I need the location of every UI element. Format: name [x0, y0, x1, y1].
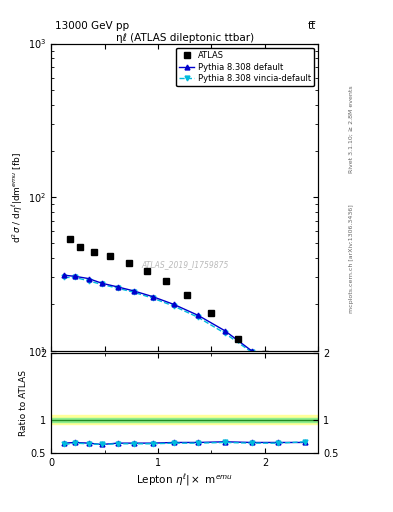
Pythia 8.308 vincia-default	[222, 330, 227, 336]
Line: Pythia 8.308 default: Pythia 8.308 default	[62, 273, 307, 393]
Pythia 8.308 vincia-default	[132, 289, 136, 295]
Pythia 8.308 vincia-default	[172, 303, 176, 309]
ATLAS	[163, 278, 168, 284]
ATLAS	[185, 292, 190, 298]
Pythia 8.308 default	[172, 302, 176, 308]
Text: tt̅: tt̅	[308, 20, 316, 31]
ATLAS	[78, 244, 83, 250]
Text: 13000 GeV pp: 13000 GeV pp	[55, 20, 129, 31]
ATLAS	[289, 382, 294, 388]
Pythia 8.308 vincia-default	[86, 278, 91, 284]
Pythia 8.308 vincia-default	[73, 274, 77, 281]
Pythia 8.308 default	[62, 272, 67, 279]
Pythia 8.308 default	[196, 312, 200, 318]
ATLAS	[236, 335, 241, 342]
Pythia 8.308 default	[222, 328, 227, 334]
ATLAS	[263, 351, 267, 357]
Pythia 8.308 default	[73, 273, 77, 280]
Y-axis label: d$^2\sigma$ / d$\eta^\ell$|dm$^{emu}$ [fb]: d$^2\sigma$ / d$\eta^\ell$|dm$^{emu}$ [f…	[11, 152, 25, 243]
X-axis label: Lepton $\eta^\ell$$|\times$ m$^{emu}$: Lepton $\eta^\ell$$|\times$ m$^{emu}$	[136, 472, 233, 488]
Pythia 8.308 vincia-default	[196, 314, 200, 321]
Text: Rivet 3.1.10; ≥ 2.8M events: Rivet 3.1.10; ≥ 2.8M events	[349, 86, 354, 174]
ATLAS	[108, 253, 112, 259]
ATLAS	[68, 237, 72, 243]
ATLAS	[209, 310, 214, 316]
Pythia 8.308 default	[150, 293, 155, 300]
Line: Pythia 8.308 vincia-default: Pythia 8.308 vincia-default	[62, 275, 307, 395]
Pythia 8.308 default	[276, 367, 281, 373]
Pythia 8.308 default	[249, 348, 254, 354]
Pythia 8.308 vincia-default	[249, 349, 254, 355]
Pythia 8.308 vincia-default	[150, 295, 155, 301]
ATLAS	[92, 249, 96, 255]
Bar	[51, 415, 318, 424]
Line: ATLAS: ATLAS	[67, 237, 295, 388]
Pythia 8.308 vincia-default	[99, 282, 104, 288]
Legend: ATLAS, Pythia 8.308 default, Pythia 8.308 vincia-default: ATLAS, Pythia 8.308 default, Pythia 8.30…	[176, 48, 314, 87]
Pythia 8.308 vincia-default	[116, 285, 120, 291]
Pythia 8.308 default	[132, 288, 136, 294]
Y-axis label: Ratio to ATLAS: Ratio to ATLAS	[19, 370, 28, 436]
Text: mcplots.cern.ch [arXiv:1306.3436]: mcplots.cern.ch [arXiv:1306.3436]	[349, 204, 354, 313]
ATLAS	[145, 268, 150, 274]
Pythia 8.308 default	[303, 388, 307, 394]
Pythia 8.308 vincia-default	[276, 369, 281, 375]
Text: ηℓ (ATLAS dileptonic ttbar): ηℓ (ATLAS dileptonic ttbar)	[116, 33, 254, 43]
Bar	[51, 417, 318, 422]
Text: ATLAS_2019_I1759875: ATLAS_2019_I1759875	[141, 260, 228, 269]
Pythia 8.308 default	[116, 284, 120, 290]
ATLAS	[126, 261, 131, 267]
Pythia 8.308 vincia-default	[303, 390, 307, 396]
Pythia 8.308 default	[99, 280, 104, 286]
Pythia 8.308 vincia-default	[62, 274, 67, 281]
Pythia 8.308 default	[86, 275, 91, 282]
